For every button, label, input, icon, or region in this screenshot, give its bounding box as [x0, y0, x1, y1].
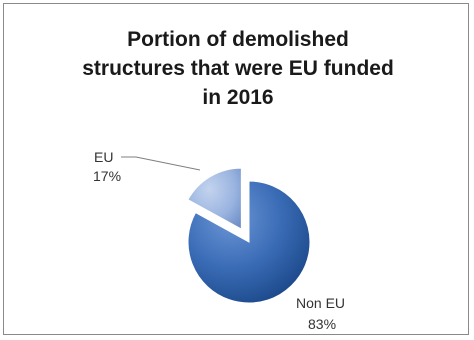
chart-title-line-2: structures that were EU funded	[82, 57, 394, 80]
eu-slice-label: EU	[94, 149, 113, 165]
noneu-slice-label: Non EU	[296, 295, 345, 311]
chart-title-line-3: in 2016	[202, 86, 273, 109]
chart-frame: Portion of demolished structures that we…	[3, 3, 469, 335]
pie-slice-eu	[187, 167, 242, 230]
pie-chart: Portion of demolished structures that we…	[82, 28, 394, 332]
pie-slices	[187, 167, 311, 304]
chart-title-line-1: Portion of demolished	[127, 28, 349, 51]
noneu-slice-value: 83%	[308, 316, 336, 332]
pie-slice-non-eu	[187, 180, 311, 304]
eu-leader-line	[121, 156, 201, 171]
eu-slice-value: 17%	[93, 168, 121, 184]
